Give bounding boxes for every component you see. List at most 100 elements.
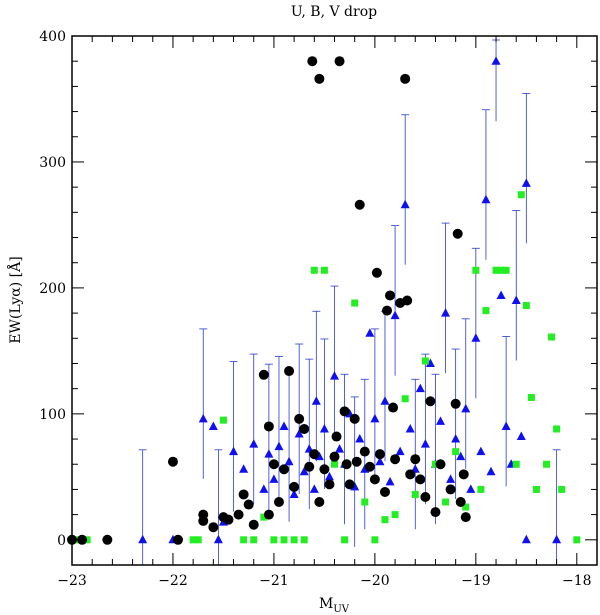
data-point-circle: [341, 459, 352, 470]
data-point-circle: [263, 509, 274, 520]
x-tick-label: −23: [57, 573, 87, 589]
data-point-circle: [289, 481, 300, 492]
x-tick-label: −21: [259, 573, 289, 589]
data-point-square: [492, 266, 500, 274]
data-point-triangle: [330, 371, 339, 380]
data-point-triangle: [400, 199, 410, 209]
data-point-triangle: [471, 333, 481, 342]
data-point-triangle: [365, 328, 375, 337]
data-point-triangle: [521, 534, 531, 544]
data-point-square: [331, 460, 338, 468]
data-point-circle: [102, 534, 113, 545]
data-point-triangle: [319, 423, 329, 433]
x-tick-label: −18: [562, 573, 592, 589]
error-bars: [138, 39, 561, 565]
x-axis-label: MUV: [319, 596, 350, 615]
data-points: [67, 56, 581, 545]
y-tick-label: 0: [57, 533, 66, 549]
data-point-square: [391, 511, 399, 519]
data-point-circle: [458, 469, 469, 480]
data-point-square: [371, 536, 379, 544]
data-point-circle: [314, 73, 325, 84]
data-point-circle: [339, 406, 350, 417]
data-point-circle: [198, 515, 209, 526]
data-point-triangle: [311, 396, 321, 405]
data-point-square: [472, 266, 480, 274]
data-point-triangle: [299, 466, 309, 476]
data-point-circle: [307, 56, 318, 67]
data-point-square: [431, 460, 439, 468]
data-point-circle: [371, 267, 382, 278]
data-point-circle: [294, 413, 305, 424]
data-point-triangle: [446, 474, 456, 483]
data-point-square: [421, 357, 429, 365]
x-tick-label: −20: [360, 573, 390, 589]
data-point-circle: [319, 464, 330, 475]
data-point-triangle: [269, 474, 279, 483]
data-point-square: [189, 536, 197, 544]
data-point-circle: [273, 497, 284, 508]
data-point-circle: [435, 459, 446, 470]
data-point-square: [477, 485, 485, 493]
data-point-triangle: [380, 396, 390, 405]
data-point-circle: [410, 454, 421, 465]
data-point-triangle: [355, 434, 365, 443]
data-point-circle: [364, 461, 375, 472]
axis-ticks: −23 −22 −21 −20 −19 −18 0 100 200 300 400: [39, 29, 598, 589]
data-point-circle: [385, 290, 396, 301]
data-point-triangle: [284, 456, 294, 466]
data-point-circle: [233, 509, 244, 520]
data-point-triangle: [309, 484, 319, 493]
data-point-triangle: [491, 56, 501, 65]
data-point-triangle: [511, 295, 521, 304]
data-point-circle: [374, 449, 385, 460]
data-point-triangle: [496, 290, 506, 299]
data-point-triangle: [239, 464, 249, 473]
data-point-triangle: [451, 434, 461, 443]
data-point-square: [194, 536, 202, 544]
data-point-square: [558, 485, 566, 493]
data-point-circle: [331, 431, 342, 442]
data-point-square: [310, 266, 318, 274]
data-point-triangle: [289, 489, 299, 498]
x-axis-label-sub: UV: [333, 604, 349, 615]
data-point-circle: [354, 199, 365, 210]
x-tick-label: −19: [461, 573, 491, 589]
y-tick-label: 100: [39, 407, 66, 423]
data-point-triangle: [481, 194, 491, 204]
chart-title: U, B, V drop: [291, 4, 377, 20]
data-point-circle: [390, 454, 401, 465]
data-point-square: [240, 536, 248, 544]
data-point-triangle: [208, 421, 218, 430]
data-point-triangle: [375, 456, 385, 466]
data-point-triangle: [324, 471, 334, 481]
data-point-circle: [430, 507, 441, 518]
data-point-triangle: [521, 178, 531, 187]
data-point-circle: [382, 305, 392, 316]
data-point-circle: [402, 295, 413, 306]
data-point-square: [83, 536, 91, 544]
data-point-square: [250, 536, 258, 544]
data-point-triangle: [456, 451, 466, 461]
data-point-triangle: [395, 446, 405, 456]
data-point-circle: [309, 449, 320, 460]
data-point-triangle: [420, 439, 430, 448]
data-point-square: [320, 266, 328, 274]
data-point-circle: [379, 486, 390, 497]
data-point-circle: [349, 413, 360, 424]
data-point-square: [543, 460, 551, 468]
data-point-circle: [420, 491, 431, 502]
data-point-circle: [405, 469, 416, 480]
x-tick-label: −22: [158, 573, 188, 589]
data-point-circle: [248, 519, 259, 530]
data-point-triangle: [249, 439, 259, 448]
data-point-square: [462, 503, 470, 511]
data-point-circle: [329, 451, 340, 462]
data-point-square: [270, 536, 278, 544]
data-point-circle: [173, 534, 184, 545]
data-point-triangle: [294, 429, 304, 438]
data-point-circle: [268, 459, 279, 470]
data-point-circle: [369, 474, 380, 485]
data-point-square: [290, 536, 298, 544]
data-point-triangle: [213, 534, 223, 544]
